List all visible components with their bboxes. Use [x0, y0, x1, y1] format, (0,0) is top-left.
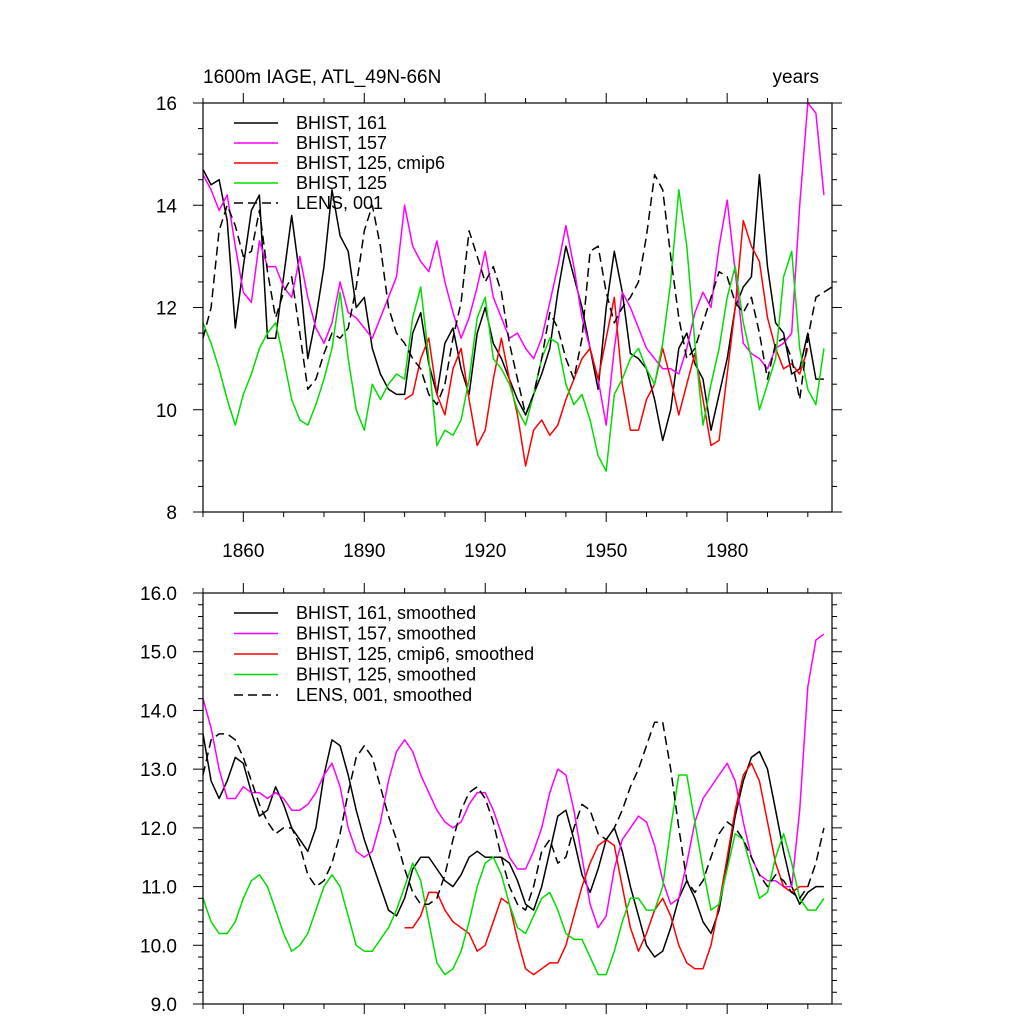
y-tick-label: 15.0	[140, 643, 177, 664]
x-tick-label: 1920	[464, 541, 506, 562]
y-tick-label: 8	[166, 503, 177, 524]
series-line-2	[202, 633, 825, 929]
legend-label: BHIST, 157, smoothed	[296, 624, 476, 644]
series-line-2	[202, 102, 825, 426]
x-tick-label: 1860	[222, 541, 264, 562]
series-line-4	[202, 189, 825, 472]
y-tick-label: 12	[156, 299, 177, 320]
series-line-5	[202, 173, 833, 416]
y-tick-label: 12.0	[140, 819, 177, 840]
y-tick-label: 9.0	[151, 995, 177, 1016]
legend-label: LENS, 001	[296, 193, 383, 213]
legend-label: BHIST, 125, cmip6	[296, 153, 445, 173]
legend-label: BHIST, 125	[296, 173, 387, 193]
series-line-4	[202, 774, 825, 976]
y-tick-label: 14	[156, 196, 178, 217]
legend-label: BHIST, 161, smoothed	[296, 603, 476, 623]
y-tick-label: 10	[156, 401, 177, 422]
legend-label: BHIST, 157	[296, 133, 387, 153]
series-line-1	[202, 733, 824, 958]
x-tick-label: 1890	[343, 541, 385, 562]
bottom-axes: 9.0 10.0 11.0 12.0 13.0 14.0 15.0 16.0	[140, 583, 842, 1016]
series-line-3	[404, 219, 809, 467]
legend-label: BHIST, 161	[296, 113, 387, 133]
top-chart-units: years	[773, 67, 819, 88]
x-tick-label: 1950	[585, 541, 627, 562]
y-tick-label: 11.0	[141, 878, 177, 899]
y-tick-label: 13.0	[140, 760, 177, 781]
bottom-panel: 9.0 10.0 11.0 12.0 13.0 14.0 15.0 16.0 BHIST, 1…	[140, 583, 842, 1016]
top-plot-area	[202, 102, 833, 472]
legend-label: BHIST, 125, smoothed	[296, 665, 476, 685]
y-tick-label: 14.0	[140, 701, 177, 722]
y-tick-label: 16.0	[140, 584, 177, 605]
series-line-5	[202, 721, 825, 911]
y-tick-label: 10.0	[140, 936, 177, 957]
top-panel: 1600m IAGE, ATL_49N-66N years 1860 1890 19…	[156, 67, 842, 562]
y-tick-label: 16	[156, 94, 177, 115]
legend-label: BHIST, 125, cmip6, smoothed	[296, 644, 534, 664]
plot-frame	[202, 592, 833, 1005]
series-line-1	[202, 169, 824, 442]
x-tick-label: 1980	[706, 541, 748, 562]
legend-label: LENS, 001, smoothed	[296, 685, 472, 705]
top-axes: 1860 1890 1920 1950 1980 8 10 12 14 16	[156, 93, 842, 562]
top-chart-title: 1600m IAGE, ATL_49N-66N	[203, 67, 441, 88]
series-line-3	[404, 762, 808, 976]
bottom-plot-area	[202, 633, 825, 976]
